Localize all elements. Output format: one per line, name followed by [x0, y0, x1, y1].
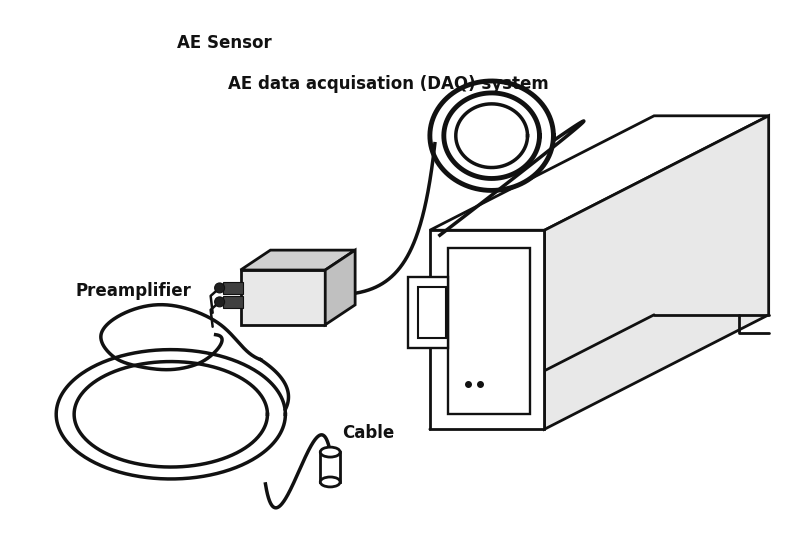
Polygon shape [408, 277, 447, 348]
Polygon shape [545, 116, 769, 429]
Circle shape [214, 283, 225, 293]
Ellipse shape [320, 447, 340, 457]
Polygon shape [447, 248, 530, 414]
Bar [320, 452, 340, 482]
Text: Cable: Cable [341, 424, 394, 442]
Ellipse shape [320, 477, 340, 487]
Polygon shape [240, 250, 355, 270]
Polygon shape [223, 296, 243, 308]
Polygon shape [325, 250, 355, 324]
Text: AE data acquisation (DAQ) system: AE data acquisation (DAQ) system [228, 75, 549, 94]
Polygon shape [430, 116, 769, 230]
Polygon shape [223, 282, 243, 294]
Polygon shape [240, 270, 325, 324]
Polygon shape [430, 230, 545, 429]
Polygon shape [418, 287, 446, 338]
Text: Preamplifier: Preamplifier [75, 282, 192, 300]
Text: AE Sensor: AE Sensor [177, 34, 272, 52]
Circle shape [214, 297, 225, 307]
